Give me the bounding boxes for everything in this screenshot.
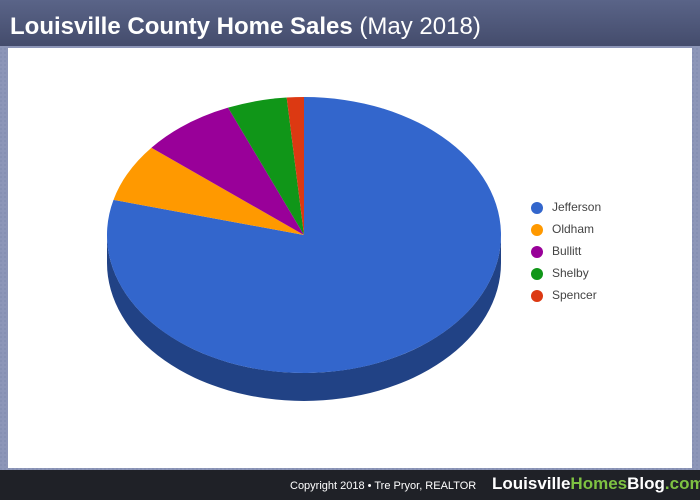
brand-part: Blog [627,474,665,493]
legend-swatch [531,290,543,302]
legend-swatch [531,246,543,258]
legend-swatch [531,268,543,280]
legend-label: Oldham [552,222,594,236]
pie-slice [151,107,304,235]
pie-side [107,235,501,401]
brand-part: .com [665,474,700,493]
brand: LouisvilleHomesBlog.com [492,474,700,493]
chart-subtitle: (May 2018) [359,13,480,40]
pie-slice [286,97,304,235]
brand-part: Louisville [492,474,570,493]
brand-part: Homes [570,474,627,493]
legend-label: Bullitt [552,244,582,258]
plot: Jefferson Oldham Bullitt Shelby Spencer [106,97,601,401]
legend-label: Shelby [552,266,589,280]
title: Louisville County Home Sales (May 2018) [10,13,481,40]
copyright: Copyright 2018 • Tre Pryor, REALTOR [290,480,476,492]
header-bar [0,0,700,46]
chart-title: Louisville County Home Sales [10,13,353,40]
legend-label: Spencer [552,288,597,302]
legend-swatch [531,202,543,214]
footer-bar [0,470,700,500]
pie-slice [113,147,305,235]
legend-swatch [531,224,543,236]
pie-slice [228,97,304,235]
legend-label: Jefferson [552,200,601,214]
